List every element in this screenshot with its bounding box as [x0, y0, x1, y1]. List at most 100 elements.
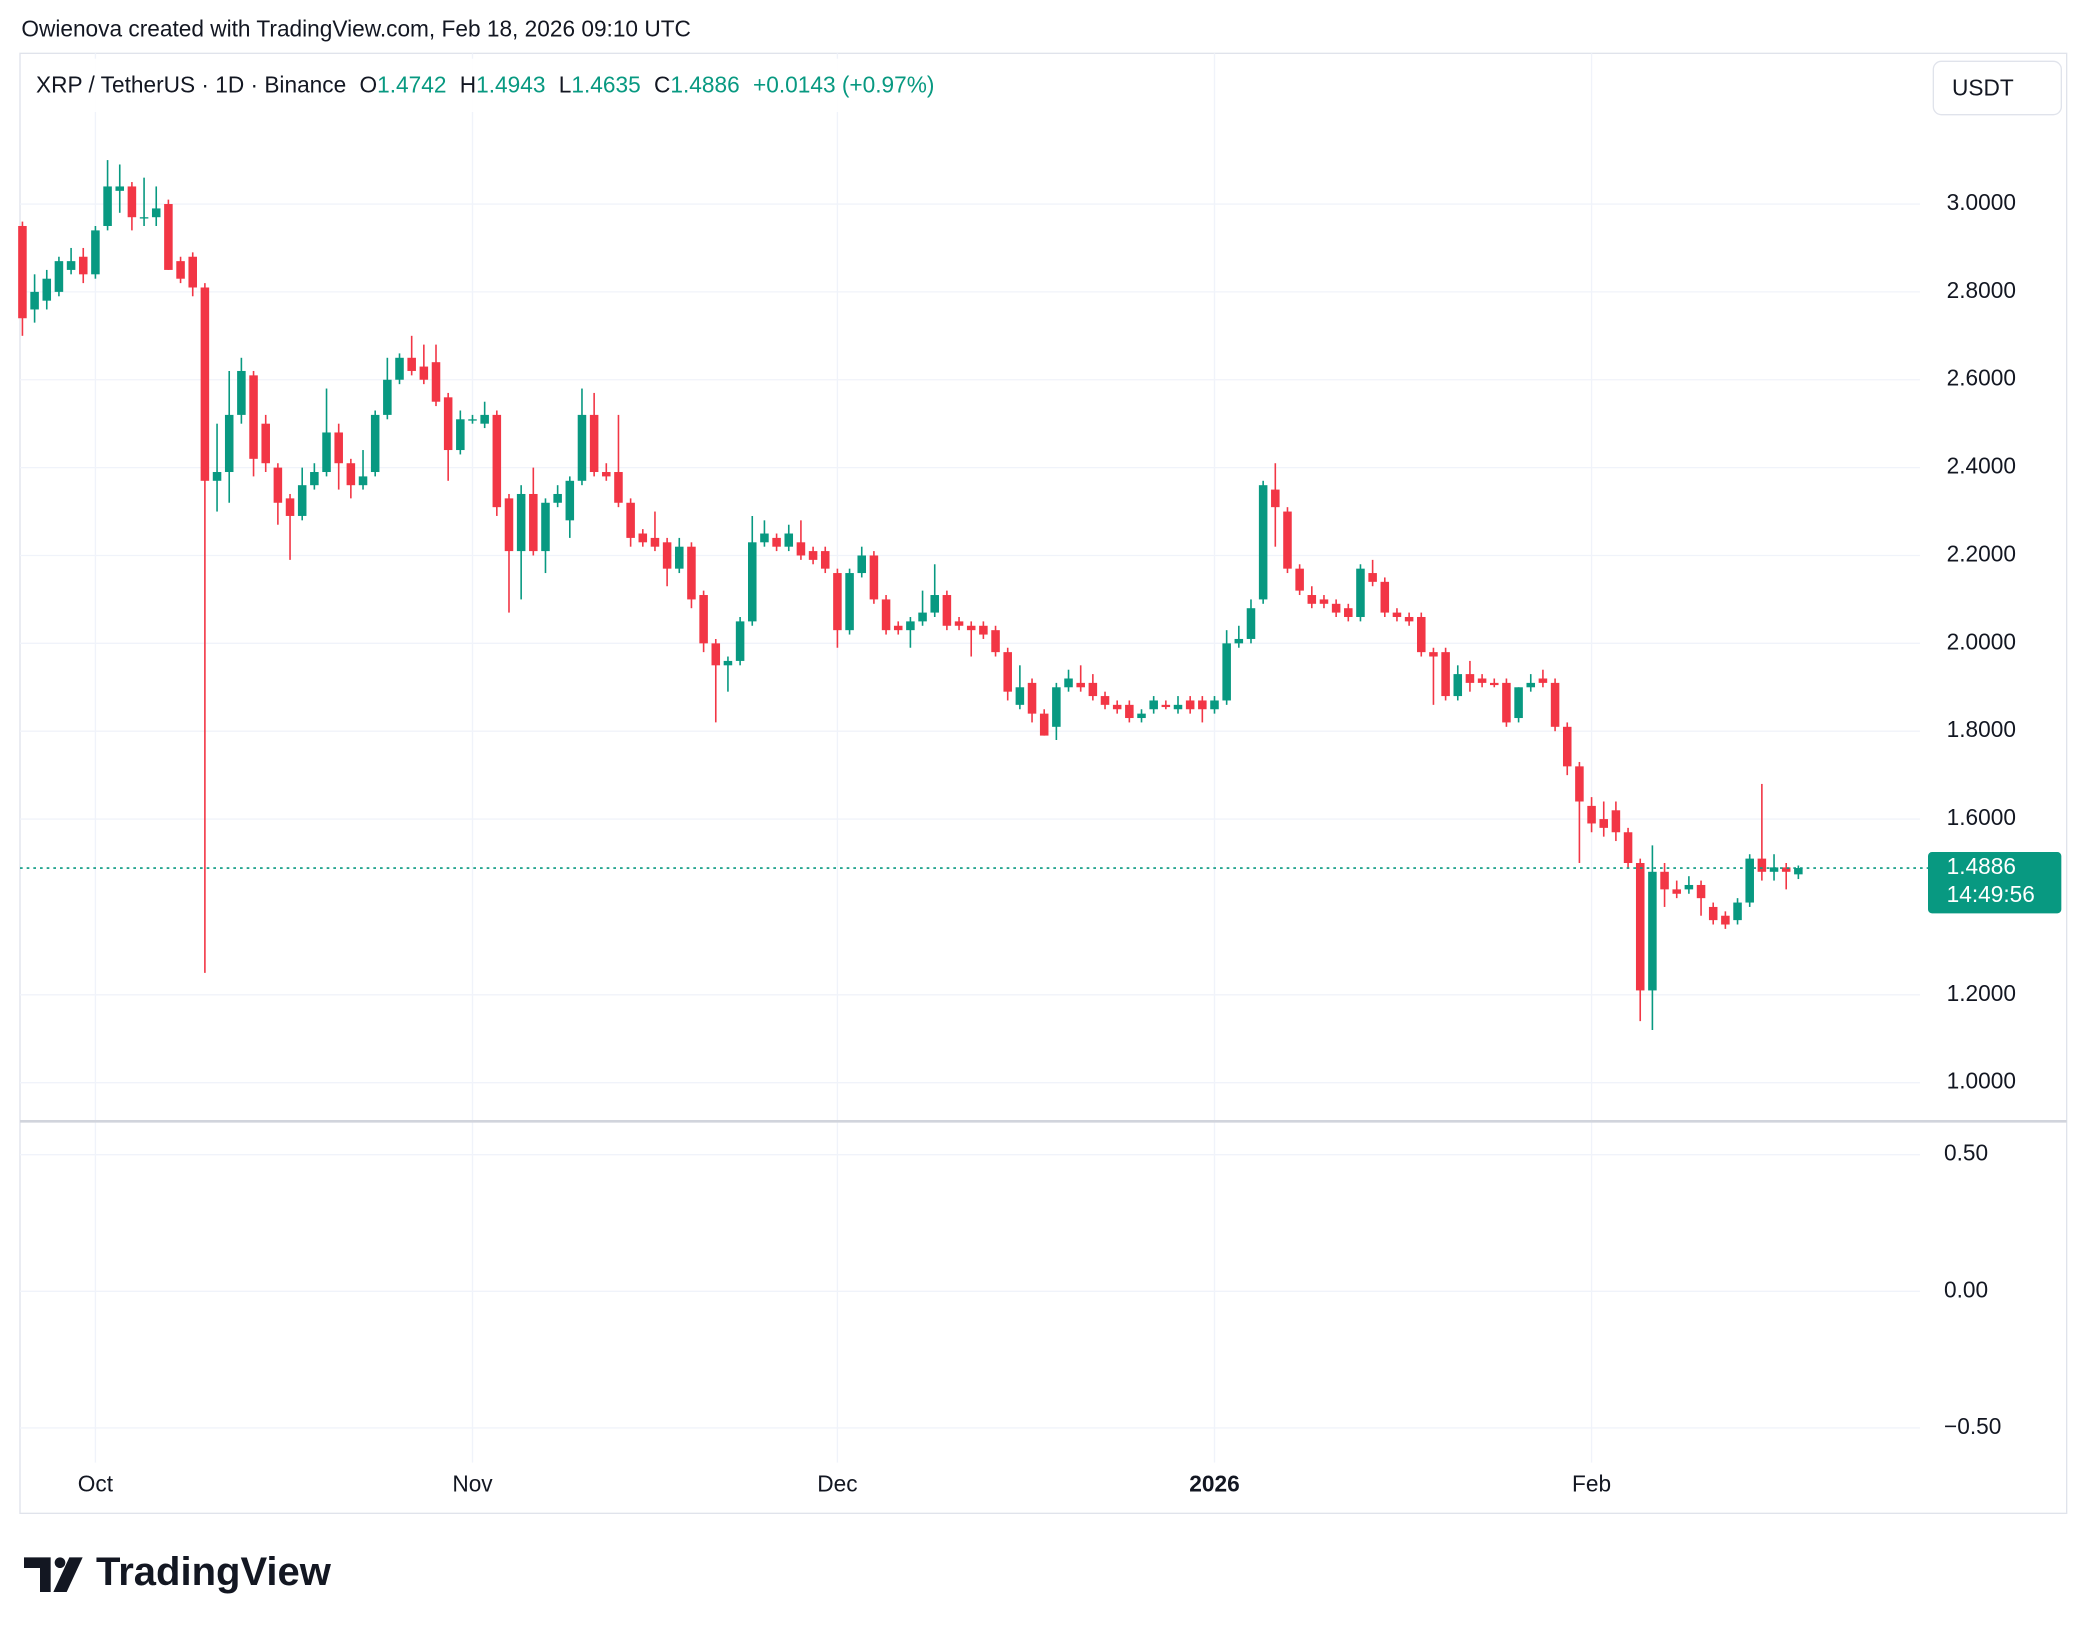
y-tick-label: 1.8000	[1947, 716, 2016, 742]
candle-body	[322, 432, 331, 473]
candle-body	[1745, 858, 1754, 903]
candle-body	[1307, 595, 1317, 604]
candle-body	[1404, 616, 1414, 622]
candle-body	[431, 362, 441, 402]
candle-body	[589, 414, 599, 473]
candle-body	[1757, 858, 1767, 872]
candle-body	[1465, 674, 1475, 683]
candle-body	[1635, 863, 1645, 991]
candle-body	[1052, 687, 1061, 727]
candle-body	[1660, 871, 1669, 890]
candle-body	[1672, 889, 1681, 894]
candle-body	[1721, 915, 1730, 925]
candle-body	[1502, 682, 1511, 723]
candle-body	[711, 643, 721, 666]
legend-label: C	[654, 72, 670, 98]
candle-body	[1794, 868, 1803, 875]
candle-body	[334, 432, 343, 464]
candle-body	[1125, 704, 1134, 719]
candle-body	[346, 463, 356, 486]
y-tick-label: 1.2000	[1947, 980, 2016, 1006]
legend-label: O	[360, 72, 378, 98]
y-tick-label: −0.50	[1944, 1413, 2001, 1439]
candle-body	[1733, 902, 1742, 921]
candle-body	[297, 485, 307, 516]
candle-body	[833, 573, 842, 631]
candle-body	[66, 261, 76, 270]
candle-body	[1015, 687, 1025, 705]
candle-body	[504, 498, 514, 552]
y-tick-label: 2.4000	[1947, 453, 2016, 479]
candle-body	[78, 256, 88, 275]
candle-body	[443, 397, 453, 451]
y-tick-label: 1.0000	[1947, 1068, 2016, 1094]
candle-body	[845, 573, 854, 631]
legend-value: 1.4886	[670, 72, 739, 98]
chart-frame	[19, 52, 2068, 1514]
logo-shape	[54, 1557, 66, 1568]
candle-body	[1489, 682, 1499, 686]
legend-bg	[21, 58, 1035, 112]
candle-body	[1453, 674, 1463, 697]
brand: TradingView	[96, 1550, 332, 1594]
candle-body	[991, 630, 1000, 653]
candle-body	[1599, 819, 1609, 828]
candle-body	[772, 537, 781, 547]
candle-body	[723, 660, 733, 666]
currency-label: USDT	[1952, 74, 2014, 100]
candle-body	[1380, 581, 1390, 613]
candle-body	[662, 542, 672, 569]
candle-body	[1562, 726, 1572, 767]
x-tick-label: Oct	[78, 1470, 114, 1496]
candle-body	[650, 537, 660, 547]
candle-body	[285, 498, 295, 516]
candle-body	[541, 502, 550, 552]
candle-body	[139, 217, 149, 219]
candle-body	[808, 551, 818, 560]
y-tick-label: 0.00	[1944, 1276, 1988, 1302]
candle-body	[370, 414, 380, 473]
y-tick-label: 3.0000	[1947, 189, 2016, 215]
candle-body	[1173, 704, 1183, 710]
candle-body	[30, 291, 39, 310]
candle-body	[577, 414, 587, 481]
candle-body	[747, 542, 757, 622]
logo-shape	[53, 1557, 83, 1592]
candle-body	[675, 546, 684, 569]
candle-body	[1708, 906, 1718, 921]
candle-body	[553, 493, 562, 503]
candle-body	[1623, 832, 1633, 864]
candle-body	[820, 551, 830, 569]
candle-body	[1185, 700, 1195, 710]
brand-logo	[24, 1557, 83, 1592]
legend-value: 1.4635	[571, 72, 640, 98]
logo-shape	[24, 1557, 51, 1592]
currency-button[interactable]	[1932, 60, 2062, 116]
legend-label: L	[559, 72, 572, 98]
candle-body	[261, 423, 270, 464]
candle-body	[565, 480, 575, 521]
candle-body	[1331, 603, 1341, 613]
candle-body	[857, 555, 867, 574]
candle-body	[930, 595, 939, 613]
candle-body	[1417, 616, 1426, 653]
candle-body	[1271, 489, 1280, 508]
candle-body	[18, 225, 27, 319]
candle-body	[516, 493, 526, 552]
candle-body	[1356, 568, 1365, 617]
candle-body	[492, 414, 502, 508]
candle-body	[1246, 608, 1256, 639]
candle-body	[1210, 700, 1219, 710]
candle-body	[1344, 608, 1353, 617]
x-tick-label: Nov	[452, 1470, 493, 1496]
candle-body	[1064, 678, 1073, 688]
candle-body	[1368, 573, 1377, 582]
candle-body	[1587, 805, 1596, 824]
candle-body	[54, 261, 64, 292]
candle-body	[942, 595, 952, 626]
candle-body	[735, 621, 745, 661]
symbol: XRP / TetherUS · 1D · Binance	[36, 72, 346, 98]
candle-body	[906, 621, 915, 631]
countdown-label: 14:49:56	[1947, 881, 2035, 907]
candle-body	[1088, 682, 1098, 697]
